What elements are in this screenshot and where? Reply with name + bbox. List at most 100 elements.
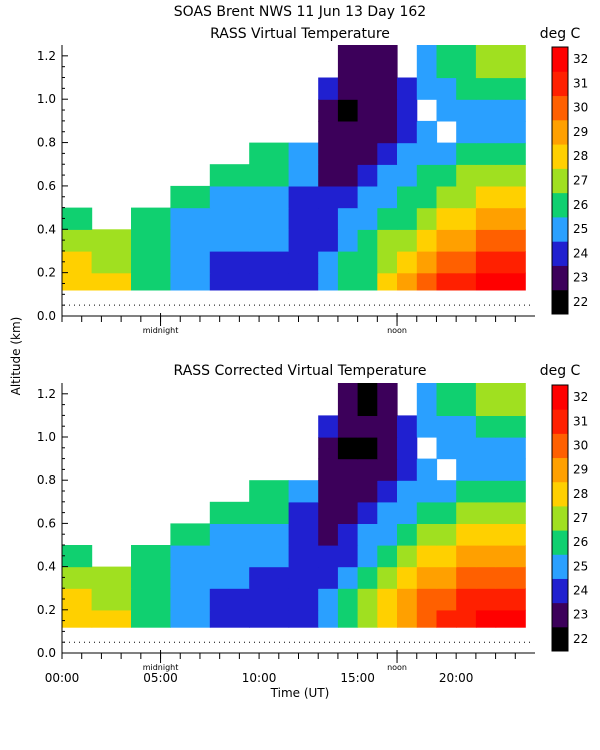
colorbar-swatch xyxy=(552,289,568,315)
heatmap-cell xyxy=(397,251,418,274)
colorbar-swatch xyxy=(552,241,568,266)
heatmap-cell xyxy=(170,229,211,252)
heatmap-cell xyxy=(337,45,359,79)
heatmap-cell xyxy=(209,501,250,524)
heatmap-cell xyxy=(62,566,93,589)
heatmap-cell xyxy=(416,609,438,628)
heatmap-cell xyxy=(249,588,290,611)
heatmap-cell xyxy=(456,588,477,611)
colorbar-swatch xyxy=(552,168,568,194)
heatmap-cell xyxy=(377,142,398,165)
heatmap-cell xyxy=(318,588,339,611)
heatmap-cell xyxy=(416,229,438,252)
colorbar-tick-label: 27 xyxy=(573,174,588,188)
heatmap-cell xyxy=(249,609,290,628)
heatmap-cell xyxy=(436,164,457,187)
heatmap-cell xyxy=(170,251,211,274)
heatmap-cell xyxy=(475,458,497,481)
heatmap-cell xyxy=(436,545,457,568)
colorbar: 22 23 24 25 26 27 28 29 30 31 32 xyxy=(551,46,588,315)
colorbar-swatch xyxy=(552,602,568,628)
heatmap-cell xyxy=(62,229,93,252)
heatmap-cell xyxy=(62,272,93,291)
heatmap-cell xyxy=(357,164,378,187)
heatmap-cell xyxy=(62,588,93,611)
heatmap-cell xyxy=(416,415,438,438)
y-tick-label: 1.2 xyxy=(37,49,56,63)
heatmap-cell xyxy=(209,272,250,291)
heatmap-cell xyxy=(318,501,339,524)
colorbar-units-label: deg C xyxy=(540,363,581,379)
heatmap-cell xyxy=(475,437,497,460)
heatmap-cell xyxy=(397,120,418,144)
heatmap-cell xyxy=(337,501,359,524)
heatmap-cell xyxy=(416,120,438,144)
heatmap-cell xyxy=(337,458,359,481)
heatmap-cell xyxy=(416,164,438,187)
heatmap-cell xyxy=(475,207,497,230)
x-tick-label: 10:00 xyxy=(242,671,277,685)
heatmap-cell xyxy=(377,458,398,481)
heatmap-cell xyxy=(357,501,378,524)
colorbar-tick-label: 22 xyxy=(573,295,588,309)
y-tick-label: 0.2 xyxy=(37,603,56,617)
heatmap-cell xyxy=(397,185,418,209)
heatmap-cell xyxy=(337,251,359,274)
heatmap-cell xyxy=(397,272,418,291)
heatmap-cell xyxy=(337,480,359,503)
colorbar-tick-label: 31 xyxy=(573,76,588,90)
heatmap-cell xyxy=(337,415,359,438)
heatmap-cell xyxy=(495,545,526,568)
heatmap-cell xyxy=(131,566,171,589)
heatmap-cell xyxy=(416,272,438,291)
heatmap-cell xyxy=(495,480,526,503)
heatmap-cell xyxy=(318,229,339,252)
heatmap-cell xyxy=(475,45,497,79)
heatmap-cell xyxy=(357,566,378,589)
heatmap-cells xyxy=(62,383,526,628)
heatmap-cell xyxy=(62,545,93,568)
heatmap-cell xyxy=(475,185,497,209)
heatmap-cell xyxy=(170,588,211,611)
heatmap-cell xyxy=(475,142,497,165)
x-tick-label: 05:00 xyxy=(143,671,178,685)
heatmap-cell xyxy=(318,545,339,568)
colorbar-tick-label: 27 xyxy=(573,511,588,525)
heatmap-cell xyxy=(318,480,339,503)
colorbar-tick-label: 32 xyxy=(573,52,588,66)
colorbar-tick-label: 28 xyxy=(573,487,588,501)
heatmap-cell xyxy=(416,501,438,524)
colorbar-swatch xyxy=(552,192,568,218)
midnight-marker-label: midnight xyxy=(143,326,179,335)
heatmap-cell xyxy=(416,588,438,611)
heatmap-cell xyxy=(416,383,438,416)
heatmap-cell xyxy=(495,164,526,187)
colorbar-swatch xyxy=(552,95,568,121)
heatmap-cell xyxy=(377,229,398,252)
heatmap-cell xyxy=(357,545,378,568)
heatmap-cell xyxy=(456,185,477,209)
midnight-marker-label: midnight xyxy=(143,663,179,672)
heatmap-cell xyxy=(475,77,497,100)
heatmap-cell xyxy=(377,77,398,100)
heatmap-cell xyxy=(475,415,497,438)
heatmap-cell xyxy=(91,566,132,589)
heatmap-cell xyxy=(377,272,398,291)
heatmap-cell xyxy=(436,523,457,546)
noon-marker-label: noon xyxy=(387,663,407,672)
heatmap-cell xyxy=(397,229,418,252)
colorbar-swatch xyxy=(552,144,568,169)
heatmap-cell xyxy=(377,99,398,122)
heatmap-cell xyxy=(377,545,398,568)
colorbar-tick-label: 26 xyxy=(573,535,588,549)
colorbar-swatch xyxy=(552,71,568,97)
heatmap-cell xyxy=(337,383,359,416)
heatmap-cell xyxy=(357,229,378,252)
heatmap-cell xyxy=(475,120,497,144)
heatmap-cell xyxy=(436,501,457,524)
heatmap-cell xyxy=(288,501,319,524)
heatmap-cell xyxy=(249,272,290,291)
heatmap-cell xyxy=(209,164,250,187)
heatmap-cell xyxy=(288,566,319,589)
heatmap-cell xyxy=(209,609,250,628)
